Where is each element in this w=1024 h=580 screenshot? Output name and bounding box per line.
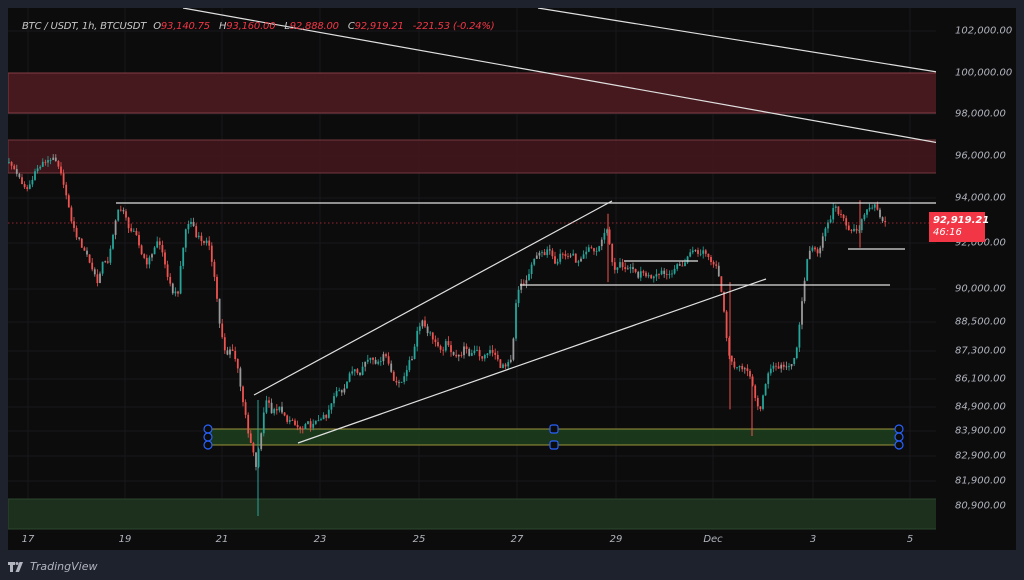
wedge-lower-line[interactable] — [297, 278, 767, 444]
price-tick: 80,900.00 — [955, 500, 1006, 512]
demand-zone[interactable] — [8, 498, 956, 530]
low-value: 92,888.00 — [289, 21, 339, 32]
wedge-upper-line[interactable] — [253, 200, 613, 396]
time-tick: 19 — [118, 534, 132, 545]
brand-name: TradingView — [30, 560, 98, 573]
last-price-label: 92,919.21 46:16 — [929, 212, 990, 242]
symbol-legend: BTC / USDT, 1h, BTCUSDT O93,140.75 H93,1… — [22, 21, 500, 32]
tradingview-logo-icon — [8, 561, 23, 572]
change-value: -221.53 (-0.24%) — [412, 21, 495, 32]
candles — [8, 154, 887, 471]
tradingview-branding[interactable]: TradingView — [8, 560, 97, 573]
zone-resize-handle[interactable] — [203, 440, 213, 450]
last-price-value: 92,919.21 — [933, 215, 990, 226]
time-tick: Dec — [703, 534, 723, 545]
high-label: H — [218, 21, 227, 32]
zone-resize-handle[interactable] — [549, 440, 559, 450]
resistance-zone-upper[interactable] — [8, 72, 956, 114]
time-axis[interactable]: 17 19 21 23 25 27 29 Dec 3 5 — [8, 530, 1016, 550]
candlestick-chart[interactable] — [8, 8, 956, 530]
zone-resize-handle[interactable] — [894, 440, 904, 450]
open-label: O — [153, 21, 161, 32]
zone-resize-handle[interactable] — [894, 432, 904, 442]
time-tick: 21 — [215, 534, 229, 545]
price-tick: 102,000.00 — [955, 25, 1013, 37]
zone-resize-handle[interactable] — [894, 424, 904, 434]
time-tick: 29 — [609, 534, 623, 545]
channel-upper-line[interactable] — [537, 8, 956, 76]
price-tick: 96,000.00 — [955, 150, 1006, 162]
price-tick: 81,900.00 — [955, 475, 1006, 487]
zone-resize-handle[interactable] — [549, 424, 559, 434]
time-tick: 27 — [510, 534, 524, 545]
price-tick: 86,100.00 — [955, 373, 1006, 385]
time-tick: 3 — [809, 534, 817, 545]
time-tick: 23 — [313, 534, 327, 545]
open-value: 93,140.75 — [160, 21, 210, 32]
zone-resize-handle[interactable] — [203, 432, 213, 442]
price-tick: 83,900.00 — [955, 425, 1006, 437]
close-value: 92,919.21 — [354, 21, 404, 32]
bar-countdown: 46:16 — [933, 227, 962, 238]
symbol-label: BTC / USDT, 1h, BTCUSDT — [22, 21, 147, 32]
price-tick: 82,900.00 — [955, 450, 1006, 462]
price-axis[interactable]: 102,000.00 100,000.00 98,000.00 96,000.00 94… — [936, 8, 1016, 530]
price-tick: 84,900.00 — [955, 401, 1006, 413]
price-tick: 92,000.00 — [955, 237, 1006, 249]
price-tick: 98,000.00 — [955, 108, 1006, 120]
time-tick: 25 — [412, 534, 426, 545]
time-tick: 17 — [21, 534, 35, 545]
low-label: L — [284, 21, 290, 32]
zone-resize-handle[interactable] — [203, 424, 213, 434]
close-label: C — [347, 21, 355, 32]
price-tick: 94,000.00 — [955, 192, 1006, 204]
price-tick: 100,000.00 — [955, 67, 1013, 79]
price-tick: 87,300.00 — [955, 345, 1006, 357]
chart-pane[interactable]: BTC / USDT, 1h, BTCUSDT O93,140.75 H93,1… — [8, 8, 956, 550]
channel-lower-line[interactable] — [182, 8, 956, 147]
time-tick: 5 — [906, 534, 914, 545]
price-tick: 90,000.00 — [955, 283, 1006, 295]
high-value: 93,160.00 — [226, 21, 276, 32]
price-tick: 88,500.00 — [955, 316, 1006, 328]
resistance-zone-lower[interactable] — [8, 139, 956, 174]
